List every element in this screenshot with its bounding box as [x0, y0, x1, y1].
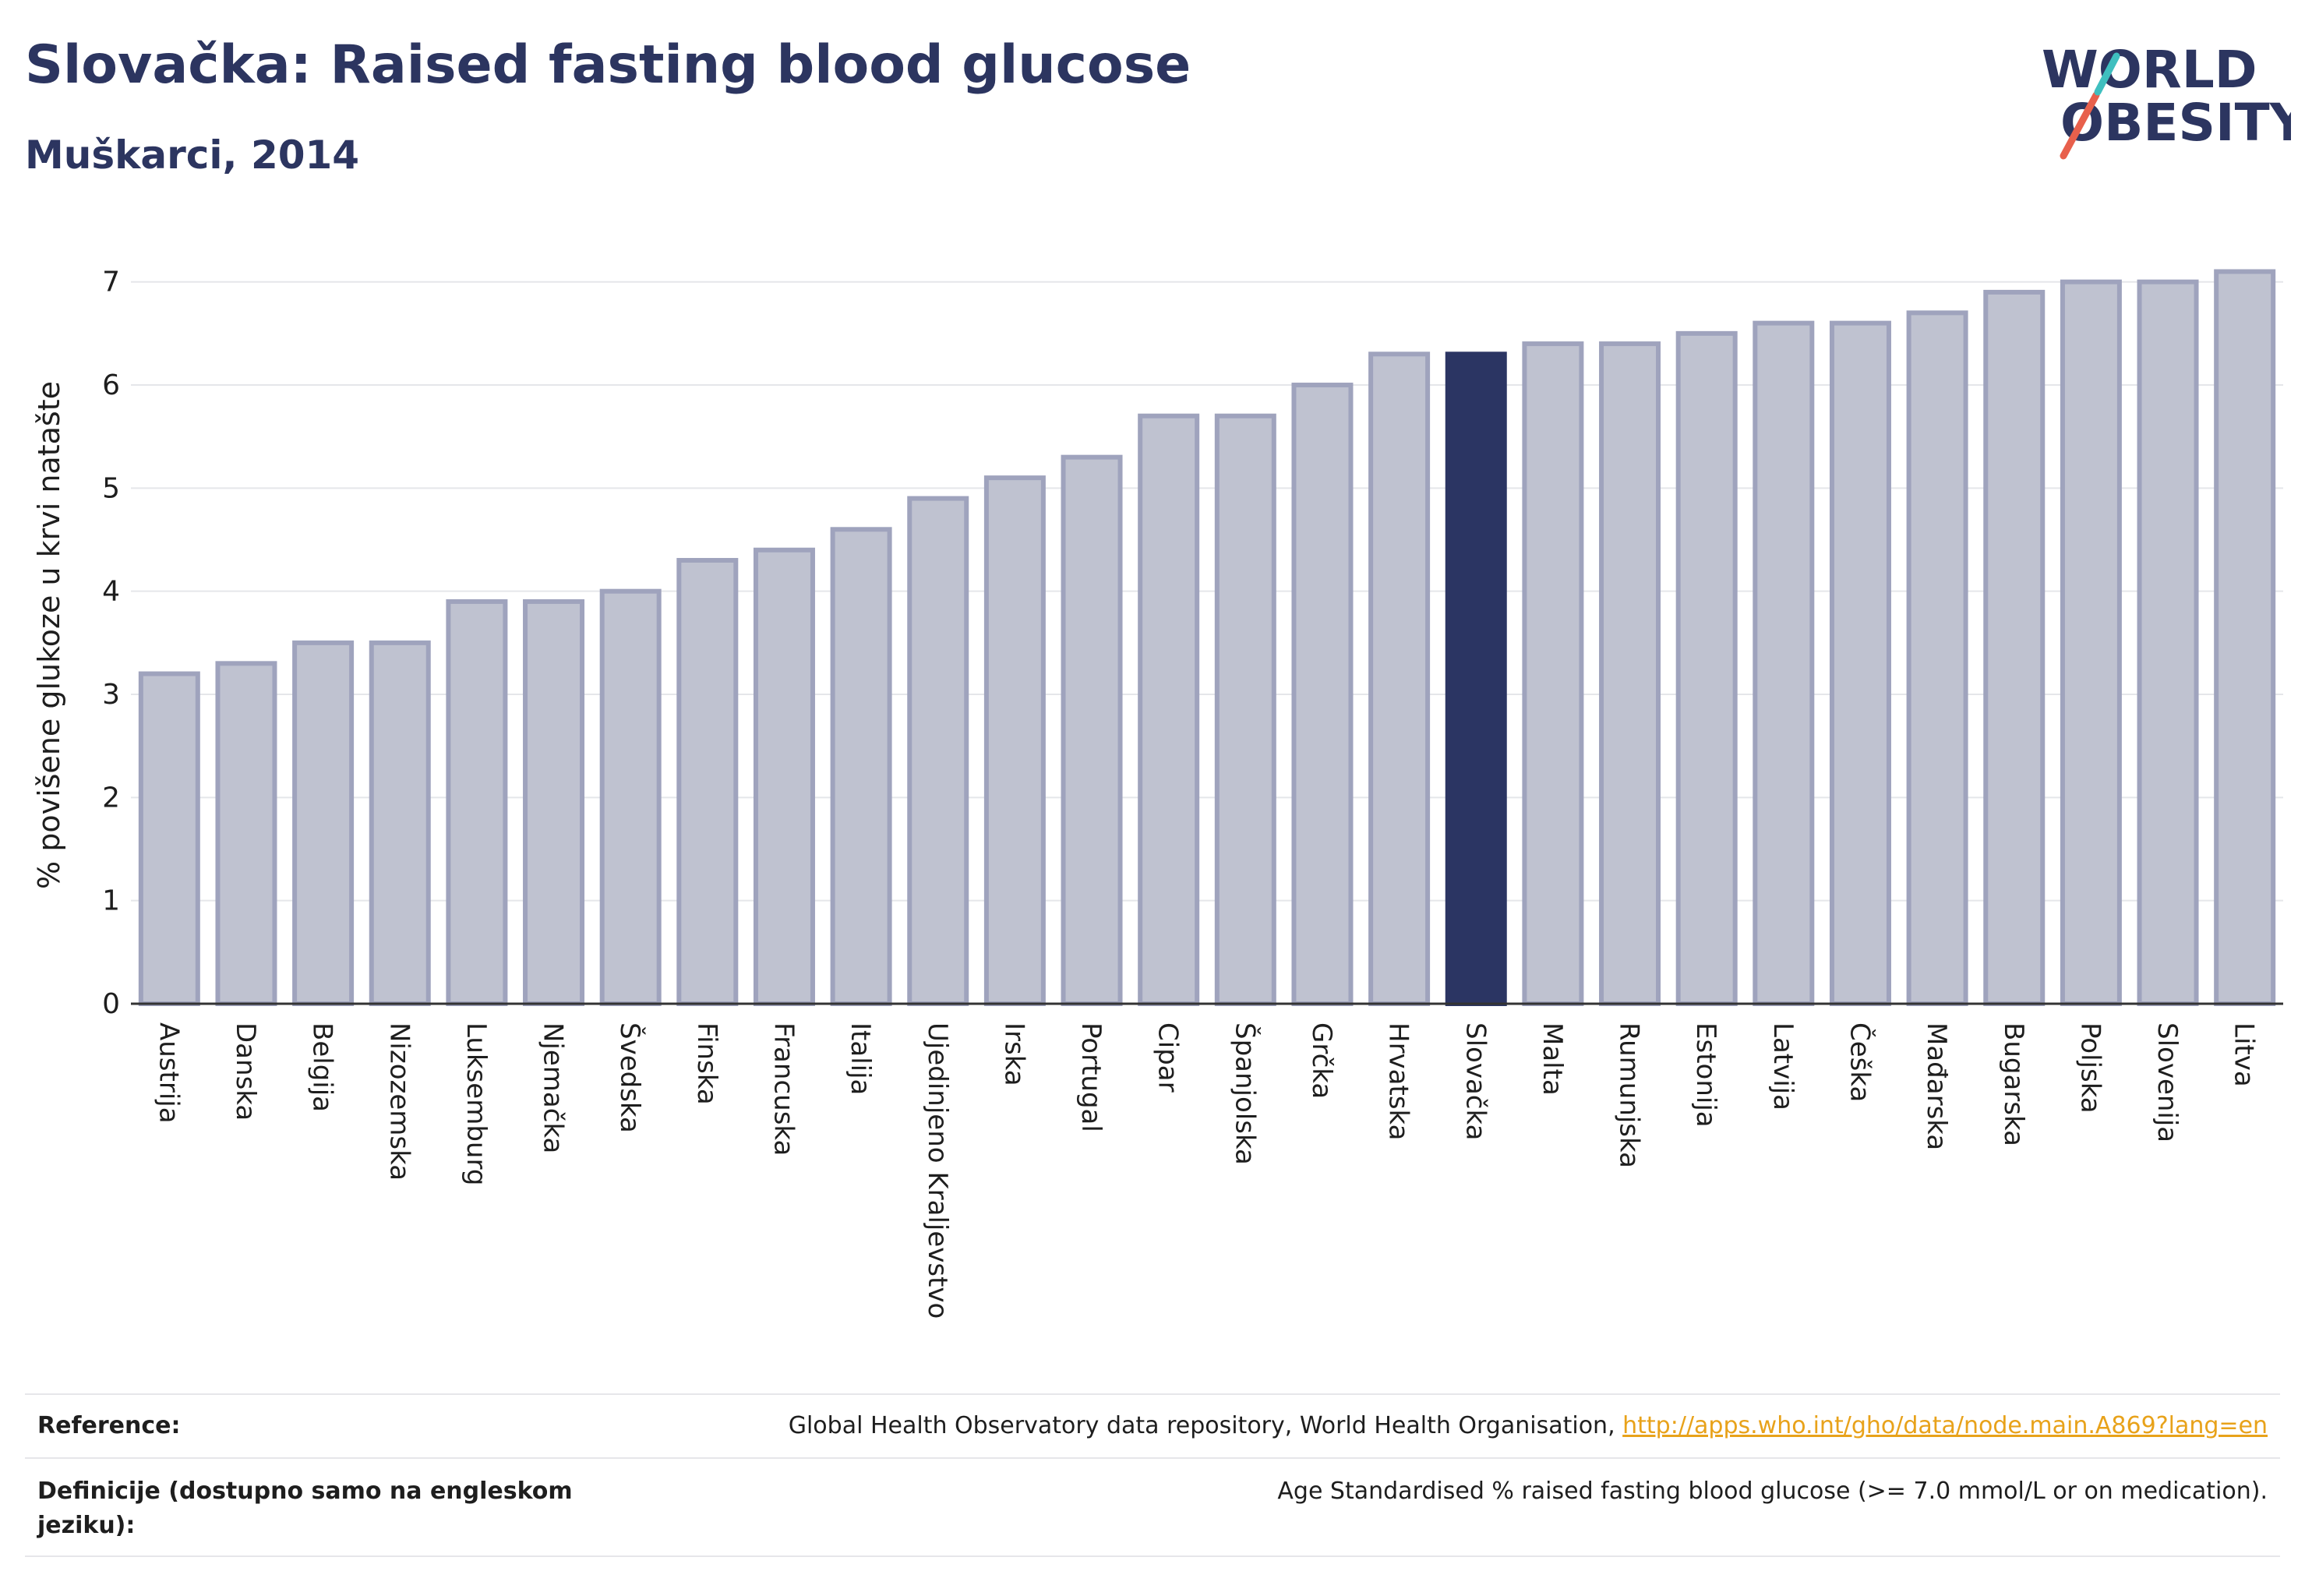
- x-tick-label: Danska: [230, 1022, 261, 1121]
- definition-value: Age Standardised % raised fasting blood …: [1277, 1478, 2268, 1505]
- y-axis-label: % povišene glukoze u krvi natašte: [32, 381, 66, 889]
- x-tick-label: Slovenija: [2151, 1022, 2183, 1142]
- x-tick-label: Austrija: [153, 1022, 184, 1124]
- x-tick-label: Hrvatska: [1383, 1022, 1414, 1140]
- bar-chart: 0 1 2 3 4 5 6 7 Austrija Danska Belgija Nizozemska…: [32, 267, 2283, 1319]
- x-tick-label: Irska: [998, 1022, 1029, 1086]
- bar-italija[interactable]: [830, 527, 892, 1006]
- bar-mađarska[interactable]: [1906, 310, 1968, 1006]
- bar-belgija[interactable]: [292, 640, 355, 1006]
- bar-luksemburg[interactable]: [446, 598, 508, 1007]
- bar-latvija[interactable]: [1753, 320, 1815, 1007]
- y-tick-label: 2: [102, 782, 120, 814]
- bar-austrija[interactable]: [138, 671, 200, 1007]
- bar-rumunjska[interactable]: [1599, 341, 1661, 1006]
- x-tick-label: Švedska: [614, 1022, 646, 1133]
- logo-slash-teal: [2094, 52, 2120, 96]
- bar-slovačka[interactable]: [1445, 351, 1507, 1006]
- bar-ujedinjeno-kraljevstvo[interactable]: [907, 496, 969, 1006]
- x-tick-label: Njemačka: [538, 1022, 569, 1153]
- bar-švedska[interactable]: [599, 588, 662, 1006]
- logo-line2: OBESITY: [2060, 93, 2291, 153]
- bar-španjolska[interactable]: [1214, 413, 1276, 1006]
- logo-line1: WORLD: [2042, 40, 2257, 100]
- x-tick-label: Finska: [691, 1022, 722, 1105]
- world-obesity-logo[interactable]: WORLD OBESITY: [2042, 39, 2291, 171]
- logo-slash-red: [2060, 91, 2100, 160]
- bar-hrvatska[interactable]: [1368, 351, 1431, 1006]
- x-tick-label: Češka: [1844, 1022, 1876, 1102]
- bar-češka[interactable]: [1829, 320, 1891, 1007]
- x-tick-label: Francuska: [768, 1022, 799, 1156]
- bar-portugal[interactable]: [1061, 454, 1123, 1006]
- x-tick-label: Litva: [2229, 1022, 2260, 1087]
- x-tick-label: Nizozemska: [383, 1022, 415, 1181]
- x-tick-label: Portugal: [1075, 1022, 1107, 1132]
- y-tick-label: 7: [102, 267, 120, 298]
- bar-slovenija[interactable]: [2137, 279, 2199, 1007]
- x-tick-label: Rumunjska: [1614, 1022, 1645, 1168]
- x-tick-label: Italija: [845, 1022, 876, 1095]
- bar-poljska[interactable]: [2060, 279, 2122, 1007]
- x-tick-label: Mađarska: [1921, 1022, 1952, 1150]
- x-tick-label: Španjolska: [1229, 1022, 1261, 1165]
- definition-row: Definicije (dostupno samo na engleskom j…: [25, 1457, 2280, 1557]
- bar-francuska[interactable]: [753, 547, 815, 1006]
- reference-value: Global Health Observatory data repositor…: [789, 1409, 2268, 1443]
- reference-label: Reference:: [37, 1412, 181, 1439]
- x-tick-label: Ujedinjeno Kraljevstvo: [922, 1022, 953, 1319]
- bar-bugarska[interactable]: [1983, 289, 2046, 1006]
- reference-row: Reference: Global Health Observatory dat…: [25, 1393, 2280, 1459]
- y-tick-label: 0: [102, 988, 120, 1020]
- bars: [138, 269, 2276, 1007]
- bar-finska[interactable]: [676, 557, 739, 1006]
- y-tick-label: 6: [102, 369, 120, 401]
- definition-label: Definicije (dostupno samo na engleskom j…: [37, 1478, 573, 1539]
- chart-subtitle: Muškarci, 2014: [25, 132, 360, 178]
- bar-irska[interactable]: [983, 475, 1046, 1006]
- bar-litva[interactable]: [2214, 269, 2276, 1006]
- x-tick-label: Luksemburg: [461, 1022, 492, 1185]
- axes: 0 1 2 3 4 5 6 7: [102, 267, 2283, 1020]
- reference-link[interactable]: http://apps.who.int/gho/data/node.main.A…: [1622, 1412, 2268, 1439]
- bar-njemačka[interactable]: [523, 598, 585, 1007]
- x-tick-label: Bugarska: [1998, 1022, 2029, 1146]
- y-tick-label: 1: [102, 885, 120, 917]
- x-tick-label: Poljska: [2074, 1022, 2106, 1114]
- y-tick-label: 5: [102, 472, 120, 504]
- y-tick-label: 4: [102, 576, 120, 608]
- chart-title: Slovačka: Raised fasting blood glucose: [25, 34, 1191, 96]
- bar-estonija[interactable]: [1675, 330, 1738, 1006]
- y-tick-label: 3: [102, 679, 120, 711]
- x-tick-label: Latvija: [1767, 1022, 1798, 1110]
- x-tick-label: Estonija: [1690, 1022, 1721, 1128]
- category-labels: Austrija Danska Belgija Nizozemska Luksembur…: [153, 1022, 2259, 1319]
- x-tick-label: Cipar: [1152, 1022, 1184, 1093]
- bar-danska[interactable]: [215, 661, 277, 1006]
- reference-text: Global Health Observatory data repositor…: [788, 1412, 1623, 1439]
- bar-malta[interactable]: [1522, 341, 1584, 1006]
- x-tick-label: Belgija: [307, 1022, 338, 1112]
- bar-nizozemska[interactable]: [369, 640, 431, 1006]
- footer-table: Reference: Global Health Observatory dat…: [25, 1393, 2280, 1557]
- x-tick-label: Slovačka: [1460, 1022, 1491, 1140]
- x-tick-label: Grčka: [1306, 1022, 1337, 1099]
- bar-cipar[interactable]: [1138, 413, 1200, 1006]
- x-tick-label: Malta: [1537, 1022, 1568, 1096]
- bar-grčka[interactable]: [1291, 383, 1354, 1006]
